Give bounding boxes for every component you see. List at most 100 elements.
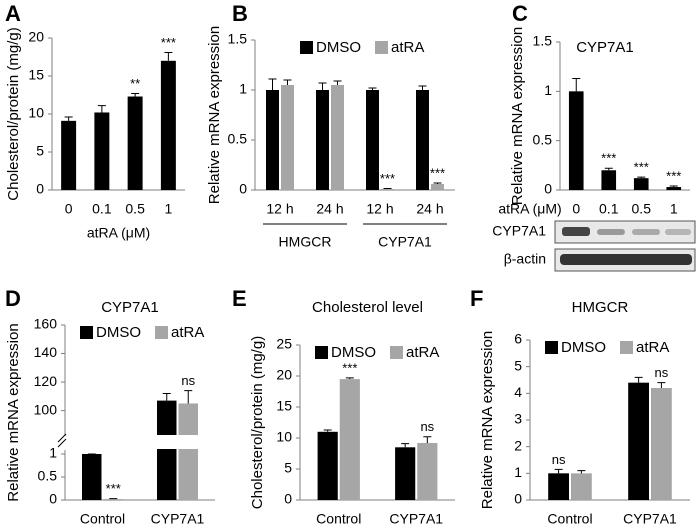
legend-label: atRA — [406, 344, 439, 361]
y-tick-label: 0 — [239, 181, 247, 197]
group-label: CYP7A1 — [378, 234, 432, 250]
significance-label: ns — [420, 419, 434, 434]
y-tick-label: 2 — [514, 437, 522, 453]
significance-label: ns — [552, 452, 566, 467]
y-tick-label: 1 — [49, 445, 57, 461]
x-tick-label: 24 h — [316, 201, 343, 217]
y-tick-label: 4 — [514, 384, 522, 400]
x-tick-label: 0.1 — [92, 201, 112, 217]
error-bar — [97, 105, 106, 113]
y-axis-label: Relative mRNA expression — [509, 27, 526, 205]
error-bar — [637, 176, 646, 179]
y-tick-label: 0 — [36, 181, 44, 197]
y-axis-label: Cholesterol/protein (mg/g) — [5, 27, 22, 200]
significance-label: ** — [130, 76, 140, 91]
significance-label: *** — [430, 165, 445, 180]
error-bar — [64, 116, 73, 121]
y-tick-label: 1 — [239, 81, 247, 97]
bar — [633, 178, 649, 190]
chart-title: Cholesterol level — [312, 299, 423, 316]
y-tick-label: 160 — [34, 316, 58, 332]
legend-swatch — [375, 41, 388, 54]
x-tick-label: 12 h — [266, 201, 293, 217]
group-label: HMGCR — [279, 234, 332, 250]
y-tick-label: 25 — [276, 336, 292, 352]
y-tick-label: 15 — [276, 398, 292, 414]
significance-label: ns — [655, 365, 669, 380]
axis-break — [57, 433, 67, 448]
y-tick-label: 100 — [34, 401, 58, 417]
bar — [416, 90, 429, 190]
x-tick-label: CYP7A1 — [623, 511, 677, 527]
error-bar — [164, 51, 173, 61]
y-tick-label: 10 — [276, 429, 292, 445]
bar — [281, 85, 294, 190]
legend-label: DMSO — [561, 339, 606, 356]
bar — [651, 388, 672, 500]
bar — [628, 382, 649, 500]
error-bar — [345, 377, 354, 380]
error-bar — [333, 80, 342, 85]
legend-swatch — [300, 41, 313, 54]
legend-label: DMSO — [331, 344, 376, 361]
legend-label: atRA — [171, 324, 204, 341]
error-bar — [131, 92, 140, 97]
chart-title: CYP7A1 — [576, 39, 634, 56]
significance-label: *** — [106, 481, 121, 496]
y-tick-label: 3 — [514, 411, 522, 427]
legend-swatch — [390, 346, 403, 359]
x-tick-label: 0.1 — [599, 201, 619, 217]
y-tick-label: 140 — [34, 344, 58, 360]
y-tick-label: 0 — [544, 181, 552, 197]
blot-label: β-actin — [504, 251, 546, 267]
x-tick-label: 1 — [670, 201, 678, 217]
x-tick-label: 1 — [164, 201, 172, 217]
y-tick-label: 0 — [49, 491, 57, 507]
x-tick-label: 0 — [572, 201, 580, 217]
bar — [571, 473, 592, 500]
significance-label: ns — [181, 373, 195, 388]
legend-label: DMSO — [316, 39, 361, 56]
bar — [160, 60, 176, 190]
bar — [94, 112, 110, 190]
error-bar — [423, 436, 432, 443]
error-bar — [669, 185, 678, 188]
y-tick-label: 5 — [514, 357, 522, 373]
error-bar — [184, 390, 193, 404]
x-tick-label: CYP7A1 — [151, 511, 205, 527]
legend-label: atRA — [636, 339, 669, 356]
bar — [366, 90, 379, 190]
blot-band — [665, 229, 691, 235]
x-axis-label: atRA (μM) — [498, 201, 561, 217]
significance-label: *** — [601, 151, 616, 166]
x-tick-label: Control — [316, 511, 361, 527]
bar — [417, 442, 438, 500]
x-tick-label: 12 h — [366, 201, 393, 217]
y-tick-label: 1 — [544, 82, 552, 98]
significance-label: *** — [634, 160, 649, 175]
error-bar — [283, 79, 292, 85]
bar — [316, 90, 329, 190]
error-bar — [318, 82, 327, 90]
bar — [157, 400, 177, 500]
y-tick-label: 0.5 — [38, 468, 58, 484]
error-bar — [657, 382, 666, 388]
x-tick-label: 0.5 — [632, 201, 652, 217]
error-bar — [323, 429, 332, 432]
legend-swatch — [155, 326, 168, 339]
bar — [82, 454, 102, 500]
bar — [381, 189, 394, 190]
legend-swatch — [80, 326, 93, 339]
legend-swatch — [315, 346, 328, 359]
y-tick-label: 0 — [514, 491, 522, 507]
western-blot — [554, 220, 696, 272]
panel-letter: E — [232, 286, 247, 311]
panel-letter: C — [512, 1, 528, 26]
y-tick-label: 10 — [28, 105, 44, 121]
y-tick-label: 6 — [514, 331, 522, 347]
axis-break-gap — [67, 435, 215, 449]
significance-label: *** — [161, 35, 176, 50]
error-bar — [554, 468, 563, 474]
error-bar — [418, 85, 427, 90]
bar — [431, 184, 444, 190]
